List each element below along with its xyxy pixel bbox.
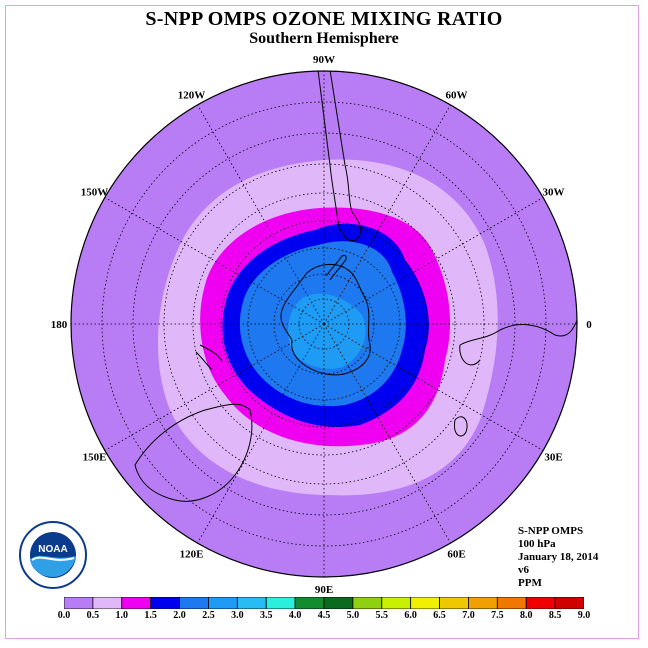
- colorbar-segment: [265, 597, 296, 609]
- madagascar-coast: [453, 416, 468, 437]
- longitude-label: 120W: [178, 90, 206, 102]
- colorbar-segment: [64, 597, 94, 609]
- info-date: January 18, 2014: [518, 551, 599, 563]
- south-america-coast: [317, 71, 362, 242]
- colorbar-tick-label: 0.0: [57, 610, 71, 621]
- longitude-labels: 90W 60W 30W 0 30E 60E 90E 120E 150E 180 150W 120W: [51, 54, 593, 596]
- colorbar-segment: [294, 597, 325, 609]
- colorbar-tick-label: 1.0: [115, 610, 129, 621]
- colorbar-tick-label: 6.5: [433, 610, 446, 621]
- colorbar-segment: [179, 597, 209, 609]
- info-version: v6: [518, 564, 529, 576]
- longitude-label: 30W: [542, 187, 564, 199]
- coastlines: [134, 71, 577, 502]
- colorbar-tick-label: 5.0: [346, 610, 360, 621]
- colorbar-tick-label: 4.0: [288, 610, 302, 621]
- colorbar-segment: [496, 597, 527, 609]
- africa-coast: [459, 317, 577, 366]
- map-border: [70, 70, 578, 578]
- colorbar-tick-label: 4.5: [317, 610, 331, 621]
- longitude-label: 60W: [446, 90, 468, 102]
- colorbar-segment: [150, 597, 180, 609]
- info-panel: S-NPP OMPS 100 hPa January 18, 2014 v6 P…: [518, 525, 598, 590]
- noaa-logo: NOAA: [18, 520, 88, 590]
- longitude-label: 150E: [83, 452, 107, 464]
- colorbar-tick-label: 7.0: [462, 610, 475, 621]
- longitude-label: 60E: [447, 548, 465, 560]
- colorbar-tick-label: 2.5: [202, 610, 215, 621]
- info-level: 100 hPa: [518, 538, 556, 550]
- colorbar-segment: [439, 597, 469, 609]
- longitude-label: 90W: [313, 54, 335, 66]
- longitude-label: 120E: [180, 548, 204, 560]
- colorbar-segment: [92, 597, 123, 609]
- info-instrument: S-NPP OMPS: [518, 525, 584, 537]
- colorbar-tick-label: 1.5: [144, 610, 157, 621]
- australia-coast: [134, 403, 253, 502]
- longitude-label: 0: [586, 319, 592, 331]
- colorbar-segment: [352, 597, 383, 609]
- figure-frame: [5, 5, 639, 639]
- antarctic-peninsula: [325, 255, 347, 281]
- colorbar-tick-label: 8.0: [519, 610, 533, 621]
- colorbar-segment: [554, 597, 584, 609]
- longitude-label: 90E: [315, 584, 333, 596]
- colorbar-segment: [236, 597, 267, 609]
- colorbar-segment: [208, 597, 238, 609]
- map-title: S-NPP OMPS OZONE MIXING RATIO: [145, 8, 503, 30]
- longitude-label: 180: [51, 319, 68, 331]
- colorbar-segment: [525, 597, 556, 609]
- colorbar-tick-label: 5.5: [375, 610, 389, 621]
- colorbar-segment: [121, 597, 152, 609]
- colorbar-tick-label: 2.0: [173, 610, 186, 621]
- new-zealand-coast: [195, 344, 223, 371]
- colorbar-ticks: 0.0 0.5 1.0 1.5 2.0 2.5 3.0 3.5 4.0 4.5 5.0 5.5 6.0 6…: [0, 610, 648, 624]
- antarctica-coast: [280, 264, 371, 376]
- colorbar-tick-label: 7.5: [491, 610, 504, 621]
- colorbar-tick-label: 0.5: [86, 610, 100, 621]
- colorbar-tick-label: 6.0: [404, 610, 417, 621]
- colorbar-segment: [410, 597, 440, 609]
- colorbar-tick-label: 9.0: [577, 610, 591, 621]
- info-units: PPM: [518, 577, 542, 589]
- colorbar-tick-label: 8.5: [548, 610, 562, 621]
- map-subtitle: Southern Hemisphere: [249, 30, 399, 47]
- logo-wordmark: NOAA: [38, 544, 67, 555]
- longitude-label: 30E: [544, 452, 562, 464]
- colorbar-tick-label: 3.5: [259, 610, 273, 621]
- longitude-label: 150W: [81, 187, 109, 199]
- colorbar-segment: [468, 597, 498, 609]
- colorbar-segment: [381, 597, 412, 609]
- colorbar-tick-label: 3.0: [231, 610, 244, 621]
- colorbar: [64, 597, 584, 609]
- colorbar-segment: [323, 597, 354, 609]
